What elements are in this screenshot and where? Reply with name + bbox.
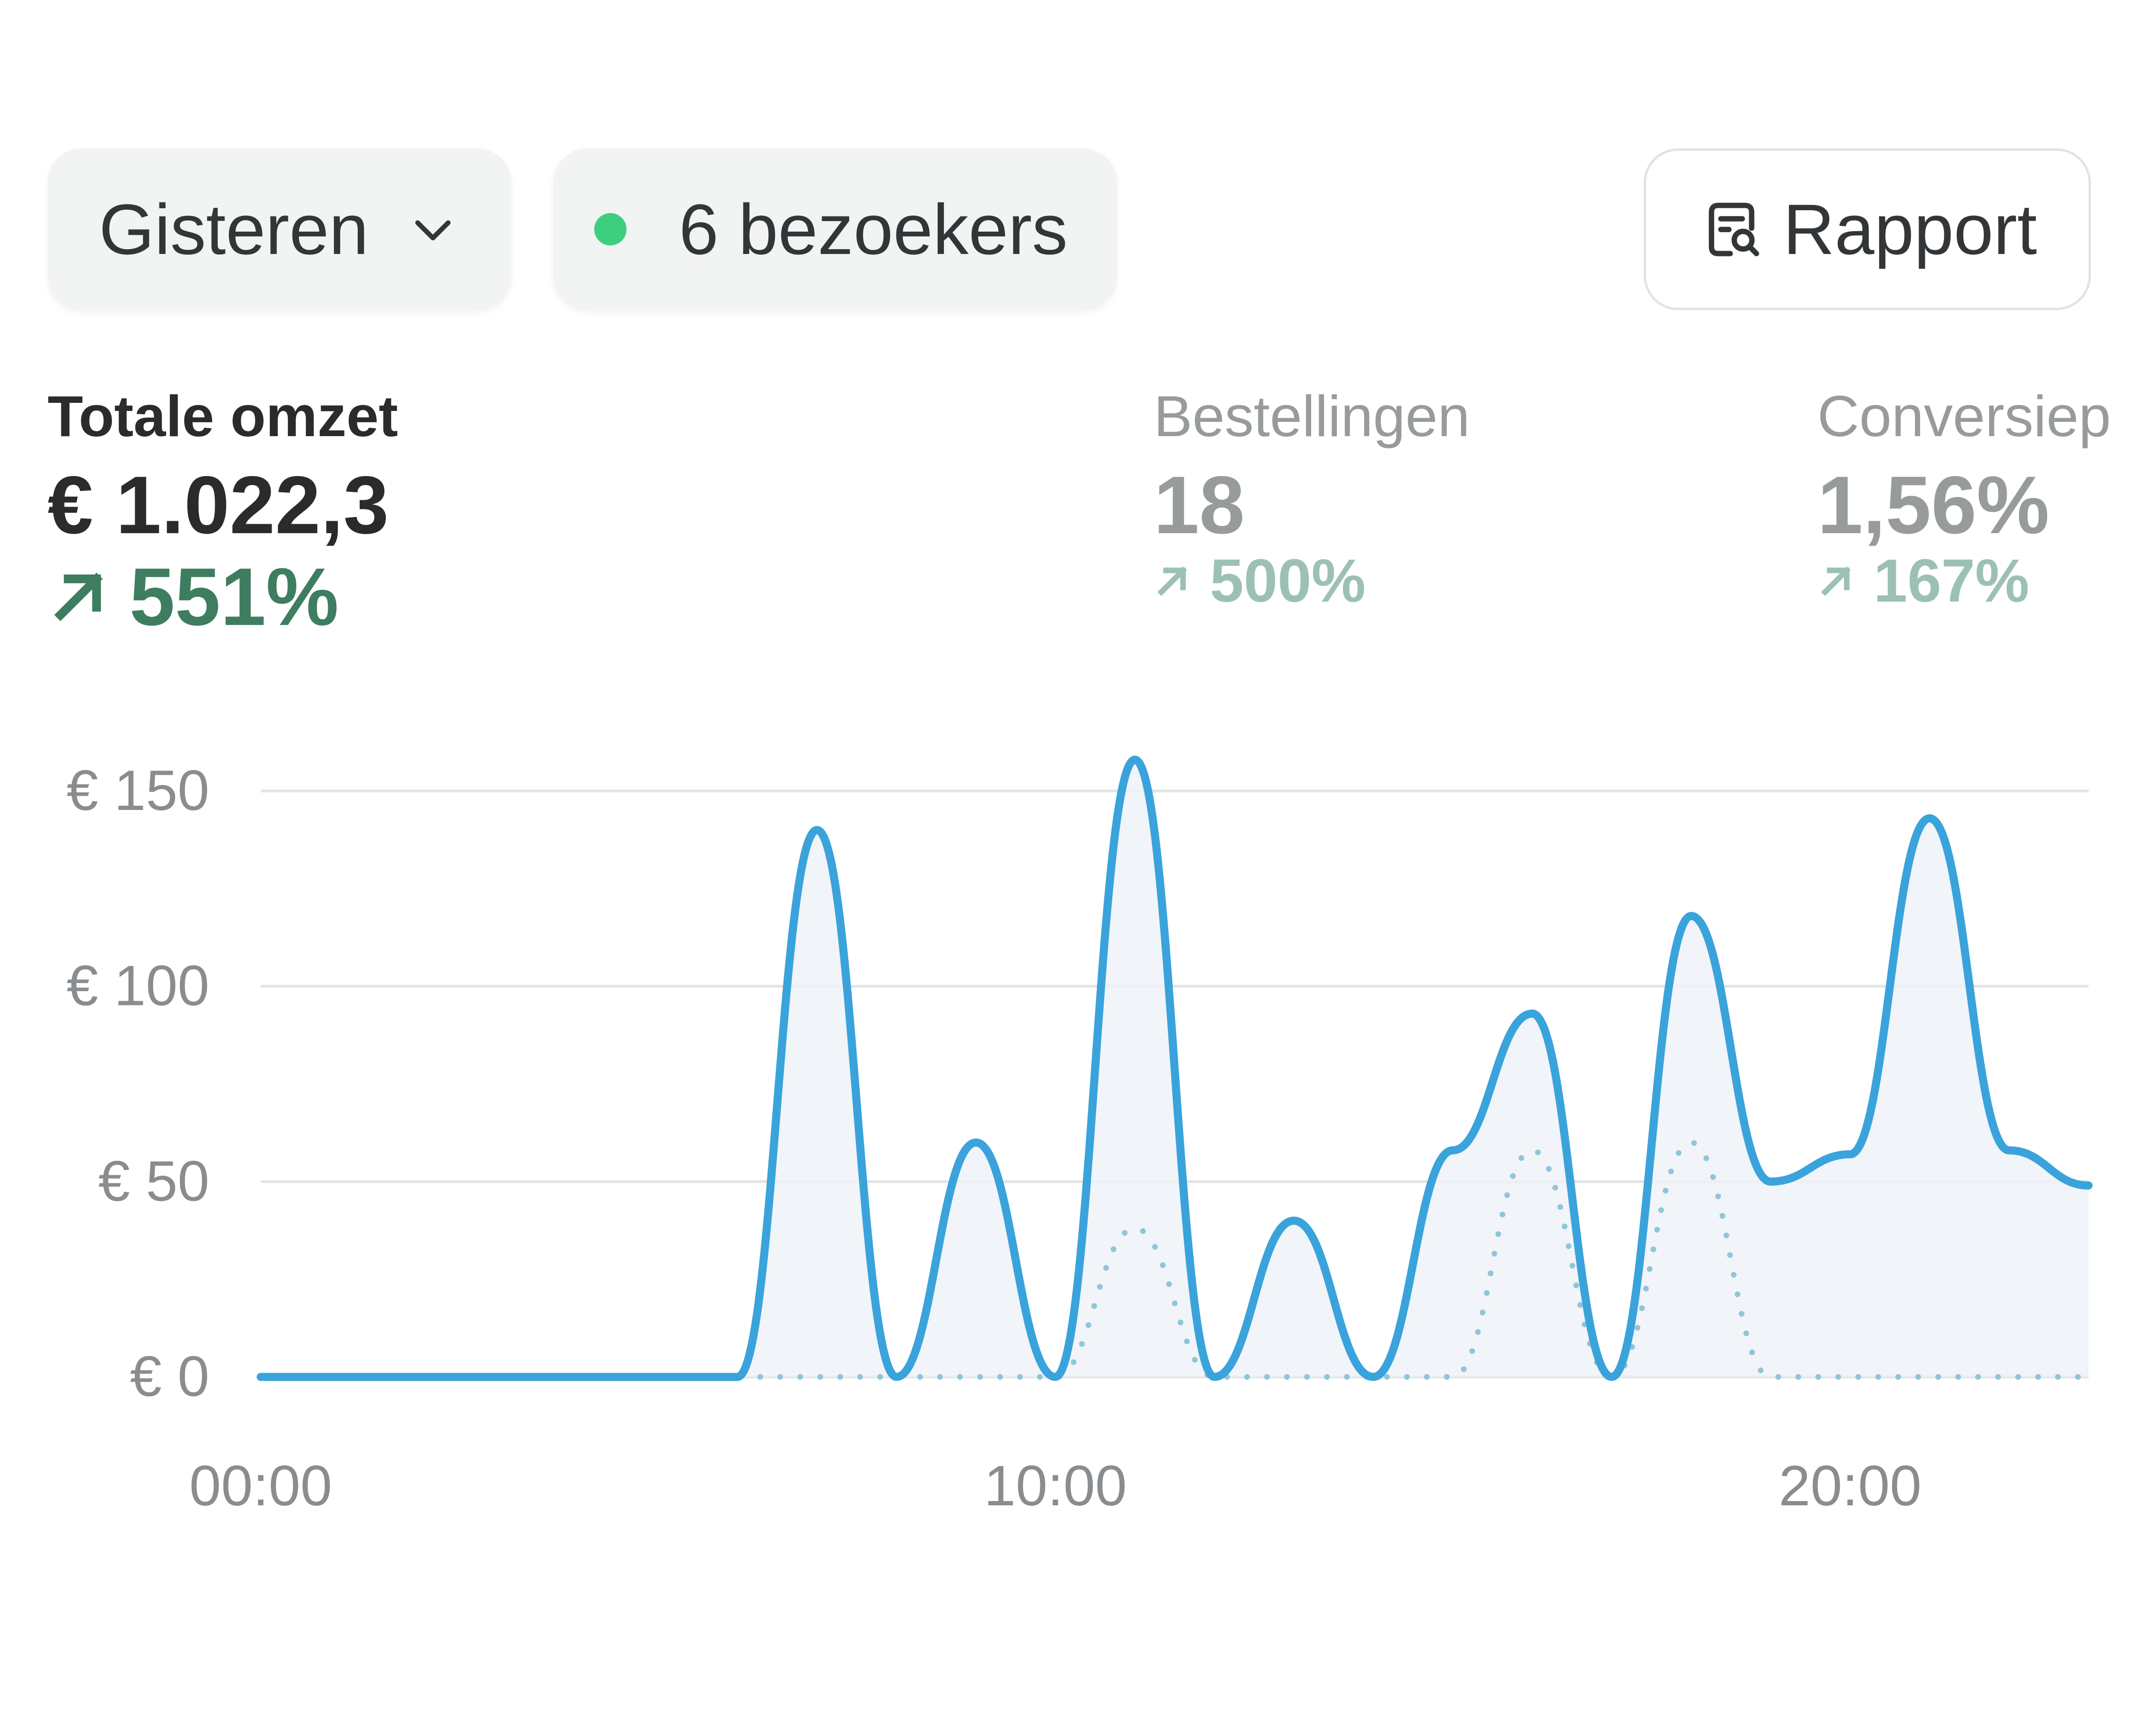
period-dropdown[interactable]: Gisteren	[48, 148, 511, 310]
y-tick-label: € 100	[67, 954, 209, 1018]
arrow-up-right-icon	[54, 573, 103, 621]
x-tick-label: 20:00	[1779, 1454, 1922, 1518]
metric-value: 1,56%	[1817, 459, 2050, 551]
x-tick-label: 10:00	[984, 1454, 1127, 1518]
metric-change-value: 500%	[1210, 547, 1366, 615]
metric-change: 551%	[48, 550, 398, 644]
metric-label: Bestellingen	[1154, 384, 1470, 449]
metric-label: Totale omzet	[48, 384, 398, 449]
metric-change-value: 551%	[129, 551, 339, 643]
metric-value: 18	[1154, 459, 1245, 551]
metric-change: 500%	[1154, 546, 1470, 616]
y-tick-label: € 150	[67, 759, 209, 822]
report-search-icon	[1708, 202, 1759, 256]
x-tick-label: 00:00	[189, 1454, 332, 1518]
metric-change-value: 167%	[1873, 547, 2030, 615]
metric-value: € 1.022,3	[48, 459, 389, 551]
period-label: Gisteren	[99, 189, 369, 269]
metric-label: Conversiep	[1817, 384, 2111, 449]
report-label: Rapport	[1783, 189, 2037, 269]
arrow-up-right-icon	[1157, 566, 1187, 596]
arrow-up-right-icon	[1821, 566, 1851, 596]
live-visitors-badge[interactable]: 6 bezoekers	[553, 148, 1117, 310]
metric-orders[interactable]: Bestellingen 18 500%	[1154, 380, 1470, 616]
metric-total-revenue[interactable]: Totale omzet € 1.022,3 551%	[48, 380, 398, 644]
chevron-down-icon	[415, 220, 451, 241]
live-status-dot	[594, 213, 627, 245]
visitors-label: 6 bezoekers	[679, 189, 1068, 269]
y-tick-label: € 0	[130, 1345, 209, 1408]
revenue-series-line	[256, 755, 2093, 1381]
report-button[interactable]: Rapport	[1644, 148, 2091, 310]
comparison-series-line	[258, 1140, 2091, 1380]
y-tick-label: € 50	[98, 1149, 209, 1213]
revenue-line-chart: € 0 € 50 € 100 € 150 00:00 10:00 20:00	[67, 755, 2093, 1518]
metric-change: 167%	[1817, 546, 2111, 616]
metric-conversion[interactable]: Conversiep 1,56% 167%	[1817, 380, 2111, 616]
